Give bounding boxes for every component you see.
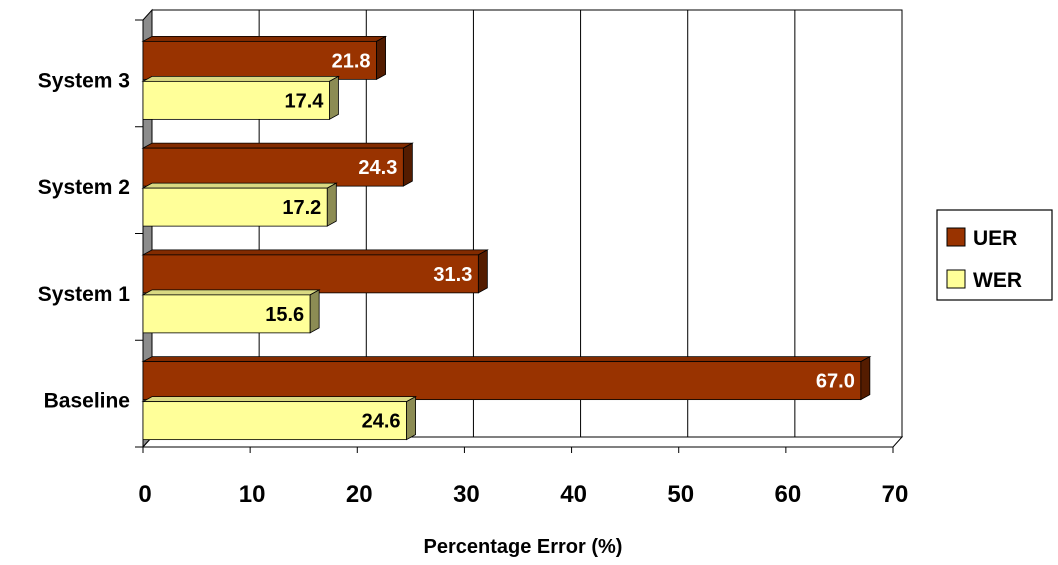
data-label: 67.0 bbox=[816, 371, 855, 393]
bar-wer-system-2 bbox=[142, 187, 328, 227]
category-label: Baseline bbox=[44, 390, 130, 413]
bar-top-face bbox=[141, 356, 872, 363]
bar-top-face bbox=[141, 182, 338, 189]
x-axis-title: Percentage Error (%) bbox=[424, 536, 623, 558]
x-tick-label: 70 bbox=[882, 481, 909, 508]
bar-wer-system-1 bbox=[142, 294, 311, 334]
data-label: 17.4 bbox=[284, 90, 324, 112]
bar-side-face bbox=[406, 395, 416, 441]
bar-top-face bbox=[141, 289, 321, 296]
bar-side-face bbox=[860, 355, 871, 401]
category-label: System 2 bbox=[38, 176, 130, 199]
x-tick-label: 10 bbox=[239, 481, 266, 508]
category-label: System 1 bbox=[38, 283, 131, 306]
bar-uer-system-3 bbox=[142, 40, 377, 80]
bar-uer-baseline bbox=[142, 361, 862, 401]
bar-wer-system-3 bbox=[142, 80, 330, 120]
legend-swatch-wer bbox=[946, 269, 966, 289]
x-tick-label: 60 bbox=[775, 481, 802, 508]
legend-label: WER bbox=[973, 269, 1022, 292]
legend-swatch-uer bbox=[946, 227, 966, 247]
data-label: 24.3 bbox=[358, 157, 397, 179]
data-label: 21.8 bbox=[332, 50, 371, 72]
x-tick-label: 40 bbox=[560, 481, 587, 508]
data-label: 17.2 bbox=[282, 197, 321, 219]
x-tick-label: 0 bbox=[138, 481, 151, 508]
bar-side-face bbox=[329, 75, 339, 121]
bar-side-face bbox=[402, 142, 413, 187]
bar-side-face bbox=[309, 289, 320, 334]
data-label: 24.6 bbox=[362, 411, 401, 433]
x-tick-label: 50 bbox=[667, 481, 694, 508]
bar-side-face bbox=[326, 182, 337, 227]
data-label: 15.6 bbox=[265, 304, 304, 326]
bar-wer-baseline bbox=[142, 401, 407, 441]
bar-side-face bbox=[376, 35, 386, 81]
category-label: System 3 bbox=[38, 69, 130, 92]
x-tick-label: 30 bbox=[453, 481, 480, 508]
bar-top-face bbox=[141, 142, 414, 149]
bar-side-face bbox=[477, 249, 488, 294]
bar-top-face bbox=[141, 249, 489, 256]
x-tick-label: 20 bbox=[346, 481, 373, 508]
bar-top-face bbox=[141, 35, 388, 42]
bar-uer-system-2 bbox=[142, 147, 404, 187]
legend-label: UER bbox=[973, 227, 1017, 250]
bar-top-face bbox=[141, 396, 418, 403]
bar-top-face bbox=[141, 75, 340, 82]
data-label: 31.3 bbox=[433, 264, 472, 286]
bar-uer-system-1 bbox=[142, 254, 479, 294]
